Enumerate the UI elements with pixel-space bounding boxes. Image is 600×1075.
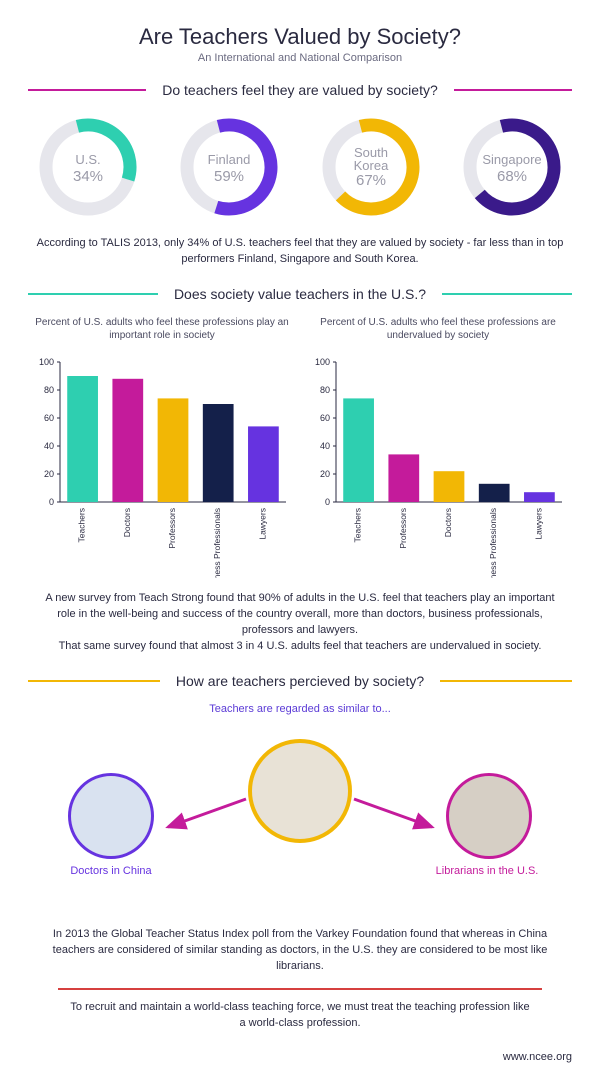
svg-text:Doctors: Doctors	[443, 508, 453, 537]
svg-text:Teachers: Teachers	[77, 508, 87, 543]
svg-text:100: 100	[39, 358, 54, 367]
svg-text:Teachers: Teachers	[353, 508, 363, 543]
section2-heading: Does society value teachers in the U.S.?	[174, 286, 426, 302]
svg-text:Professors: Professors	[398, 508, 408, 549]
section1-body: According to TALIS 2013, only 34% of U.S…	[36, 236, 564, 268]
donut-chart: U.S. 34%	[28, 112, 148, 222]
perception-diagram: Doctors in China Librarians in the U.S.	[28, 719, 572, 919]
doctors-caption: Doctors in China	[46, 865, 176, 877]
svg-text:Lawyers: Lawyers	[257, 508, 267, 540]
infographic-page: Are Teachers Valued by Society? An Inter…	[0, 0, 600, 1075]
donut-svg: South Korea 67%	[316, 112, 426, 222]
svg-text:Business Professionals: Business Professionals	[488, 508, 498, 578]
section1-heading: Do teachers feel they are valued by soci…	[162, 82, 438, 98]
closing-text: To recruit and maintain a world-class te…	[68, 1000, 532, 1031]
svg-text:Business Professionals: Business Professionals	[212, 508, 222, 578]
bar-charts-row: Percent of U.S. adults who feel these pr…	[28, 316, 572, 583]
svg-text:Finland: Finland	[208, 152, 251, 167]
svg-text:20: 20	[44, 469, 54, 479]
svg-text:100: 100	[315, 358, 330, 367]
svg-text:68%: 68%	[497, 168, 527, 185]
rule-line	[28, 293, 158, 295]
section3-body: In 2013 the Global Teacher Status Index …	[36, 927, 564, 975]
bar-chart-left: Percent of U.S. adults who feel these pr…	[28, 316, 296, 583]
donut-row: U.S. 34% Finland 59% South Korea 67% Sin…	[28, 112, 572, 222]
svg-text:40: 40	[320, 441, 330, 451]
rule-line	[454, 89, 572, 91]
svg-text:20: 20	[320, 469, 330, 479]
section3-rule: How are teachers percieved by society?	[28, 673, 572, 689]
arrows	[28, 719, 572, 919]
rule-line	[440, 680, 572, 682]
page-title: Are Teachers Valued by Society?	[28, 24, 572, 50]
svg-text:80: 80	[320, 385, 330, 395]
page-subtitle: An International and National Comparison	[28, 52, 572, 64]
svg-text:60: 60	[320, 413, 330, 423]
svg-text:34%: 34%	[73, 168, 103, 185]
bar-chart-svg: 0 20 40 60 80 100 Teachers Professors Doctors Bus…	[304, 358, 572, 578]
librarians-caption: Librarians in the U.S.	[412, 865, 562, 877]
svg-text:80: 80	[44, 385, 54, 395]
svg-text:Doctors: Doctors	[122, 508, 132, 537]
bar-chart-right: Percent of U.S. adults who feel these pr…	[304, 316, 572, 583]
svg-text:40: 40	[44, 441, 54, 451]
section2-rule: Does society value teachers in the U.S.?	[28, 286, 572, 302]
svg-text:U.S.: U.S.	[75, 152, 100, 167]
section3-intro: Teachers are regarded as similar to...	[28, 703, 572, 715]
svg-text:59%: 59%	[214, 168, 244, 185]
svg-text:0: 0	[49, 497, 54, 507]
svg-text:Lawyers: Lawyers	[533, 508, 543, 540]
bar-chart-caption: Percent of U.S. adults who feel these pr…	[34, 316, 290, 352]
rule-line	[28, 89, 146, 91]
svg-text:Korea: Korea	[353, 158, 388, 173]
bar-chart-caption: Percent of U.S. adults who feel these pr…	[310, 316, 566, 352]
donut-chart: South Korea 67%	[311, 112, 431, 222]
donut-chart: Finland 59%	[169, 112, 289, 222]
svg-text:Singapore: Singapore	[482, 152, 541, 167]
section1-rule: Do teachers feel they are valued by soci…	[28, 82, 572, 98]
closing-rule	[58, 988, 542, 990]
section3-heading: How are teachers percieved by society?	[176, 673, 424, 689]
donut-svg: Singapore 68%	[457, 112, 567, 222]
svg-text:0: 0	[325, 497, 330, 507]
donut-svg: U.S. 34%	[33, 112, 143, 222]
svg-text:67%: 67%	[356, 172, 386, 189]
section2-body: A new survey from Teach Strong found tha…	[36, 591, 564, 655]
donut-chart: Singapore 68%	[452, 112, 572, 222]
svg-text:Professors: Professors	[167, 508, 177, 549]
svg-text:60: 60	[44, 413, 54, 423]
site-url: www.ncee.org	[28, 1051, 572, 1063]
rule-line	[28, 680, 160, 682]
donut-svg: Finland 59%	[174, 112, 284, 222]
bar-chart-svg: 0 20 40 60 80 100 Teachers Doctors Professors Bus…	[28, 358, 296, 578]
rule-line	[442, 293, 572, 295]
